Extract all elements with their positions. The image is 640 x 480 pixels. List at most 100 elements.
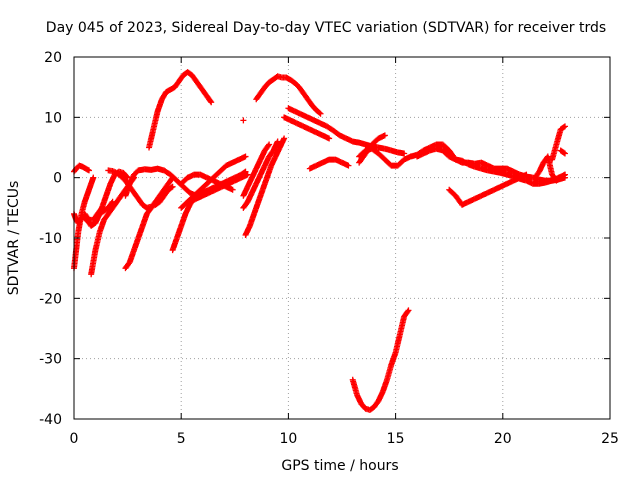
data-point-marker (375, 150, 387, 162)
tick-layer: 0 5 10 15 20 25 -40 -30 -20 -10 0 10 20 (39, 50, 619, 447)
data-point-marker (122, 260, 132, 272)
data-point-marker (291, 79, 302, 90)
data-point-marker (369, 145, 381, 156)
data-point-marker (557, 123, 568, 133)
series-arc-10 (146, 69, 215, 151)
data-point-marker (191, 187, 203, 199)
data-point-marker (516, 171, 530, 181)
data-point-marker (261, 141, 273, 154)
data-point-marker (197, 181, 209, 193)
data-point-marker (339, 159, 352, 169)
data-point-marker (401, 307, 412, 320)
data-point-marker (131, 168, 141, 178)
series-arc-21 (281, 114, 333, 142)
data-point-marker (161, 187, 171, 199)
data-point-marker (90, 248, 99, 266)
data-point-marker (109, 200, 120, 211)
data-point-marker (193, 78, 203, 89)
data-point-marker (184, 69, 194, 78)
data-point-marker (210, 169, 222, 181)
data-point-marker (261, 80, 272, 91)
data-point-marker (308, 102, 319, 113)
y-tick-label: -10 (39, 231, 62, 247)
data-point-marker (113, 169, 124, 179)
data-point-marker (152, 193, 162, 205)
y-tick-label: 0 (53, 171, 62, 187)
series-arc-18 (240, 117, 247, 124)
x-tick-label: 15 (387, 431, 405, 447)
data-point-marker (266, 148, 276, 160)
data-point-marker (287, 76, 297, 86)
data-point-marker (531, 169, 542, 181)
data-point-marker (384, 363, 394, 383)
series-arc-23 (349, 307, 412, 413)
y-tick-label: 10 (44, 110, 62, 126)
data-point-marker (356, 148, 368, 160)
y-tick-label: 20 (44, 50, 62, 66)
series-arc-15 (242, 135, 288, 238)
grid-layer (74, 57, 610, 419)
data-point-marker (158, 90, 169, 103)
data-point-marker (330, 127, 342, 138)
data-point-marker (452, 192, 465, 207)
data-point-marker (197, 84, 207, 95)
chart-title: Day 045 of 2023, Sidereal Day-to-day VTE… (46, 20, 606, 36)
data-point-marker (323, 123, 336, 133)
data-point-marker (300, 90, 310, 102)
data-point-marker (88, 174, 97, 187)
data-point-marker (296, 84, 306, 95)
data-point-marker (77, 214, 85, 223)
data-point-marker (146, 127, 156, 151)
series-arc-22 (306, 156, 352, 172)
data-point-marker (109, 168, 119, 176)
data-point-marker (203, 175, 216, 187)
y-axis-label: SDTVAR / TECUs (6, 181, 22, 296)
series-arc-30 (557, 147, 568, 157)
x-tick-label: 20 (494, 431, 512, 447)
data-point-marker (167, 171, 179, 183)
data-point-marker (131, 189, 141, 201)
data-point-marker (150, 109, 161, 133)
data-point-marker (544, 153, 555, 177)
data-point-marker (240, 200, 250, 211)
data-point-marker (266, 77, 276, 86)
data-point-marker (161, 167, 173, 177)
series-arc-17 (240, 141, 273, 199)
data-point-marker (206, 96, 215, 106)
data-point-marker (156, 187, 167, 199)
data-point-marker (394, 149, 408, 157)
data-point-marker (161, 181, 171, 193)
data-point-marker (120, 169, 131, 181)
data-point-marker (116, 168, 125, 176)
data-point-marker (369, 136, 381, 148)
data-point-marker (188, 72, 199, 83)
data-point-marker (304, 96, 315, 108)
series-arc-14 (186, 171, 251, 205)
x-tick-label: 10 (279, 431, 297, 447)
data-point-marker (118, 173, 128, 183)
data-point-marker (349, 376, 360, 397)
data-point-marker (439, 147, 452, 159)
data-point-marker (362, 405, 372, 413)
data-point-marker (257, 85, 267, 97)
series-arc-27 (446, 171, 530, 208)
data-point-marker (94, 206, 105, 217)
data-point-marker (238, 168, 249, 178)
data-point-marker (392, 333, 403, 356)
data-point-marker (439, 141, 452, 153)
data-point-marker (396, 314, 407, 338)
data-point-marker (274, 73, 284, 81)
data-point-marker (178, 199, 190, 211)
data-point-marker (148, 202, 158, 210)
data-point-marker (82, 165, 93, 174)
data-point-marker (216, 163, 229, 175)
data-point-marker (553, 127, 564, 148)
data-layer (71, 69, 568, 413)
data-point-marker (88, 260, 97, 278)
data-point-marker (446, 186, 458, 198)
data-point-marker (557, 171, 568, 181)
data-point-marker (71, 248, 79, 272)
data-point-marker (152, 199, 162, 208)
series-arc-16 (240, 138, 281, 211)
data-point-marker (76, 162, 85, 170)
